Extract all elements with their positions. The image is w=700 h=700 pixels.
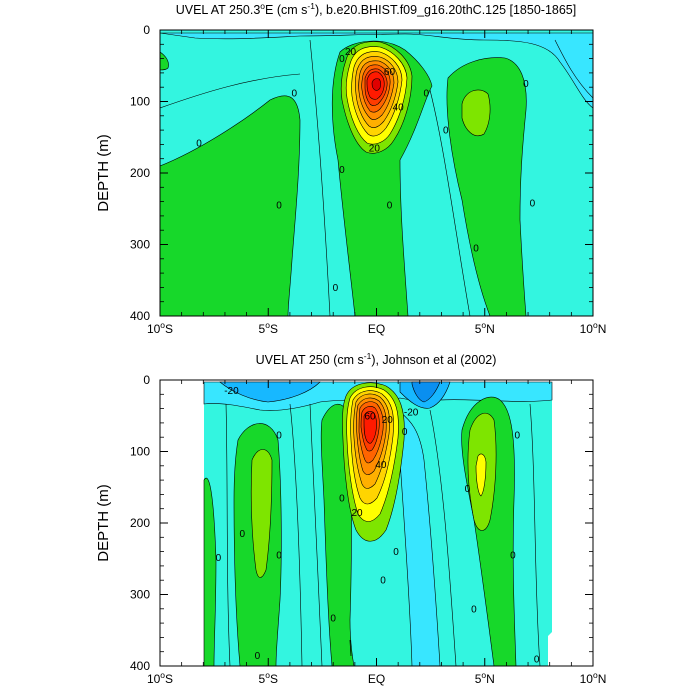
- y-tick-label: 200: [130, 516, 150, 530]
- x-tick-label: EQ: [368, 322, 385, 336]
- light-green-west: [250, 449, 273, 578]
- contour-label: 0: [333, 283, 339, 294]
- chart-title-observations: UVEL AT 250 (cm s-1), Johnson et al (200…: [256, 351, 497, 367]
- contour-label: 0: [473, 244, 479, 255]
- x-tick-label: 5oN: [475, 320, 495, 336]
- contour-line: [429, 89, 471, 316]
- contour-label: 0: [471, 604, 477, 615]
- contour-label: 60: [364, 411, 376, 422]
- y-tick-label: 400: [130, 659, 150, 673]
- green-edge-west: [160, 51, 169, 71]
- contour-line: [529, 403, 541, 666]
- contour-label: 20: [351, 508, 363, 519]
- contour-label: 60: [384, 67, 396, 78]
- contour-line: [349, 639, 352, 657]
- green-strip-far-west: [203, 477, 217, 666]
- contour-label: 40: [393, 103, 405, 114]
- contour-label: 40: [375, 460, 387, 471]
- y-tick-label: 200: [130, 166, 150, 180]
- yellow-blob-east: [475, 453, 487, 497]
- contour-line: [309, 39, 331, 316]
- contour-label: 0: [239, 529, 245, 540]
- contour-label: 0: [387, 201, 393, 212]
- contour-line: [289, 403, 303, 666]
- contour-label: 0: [339, 493, 345, 504]
- contour-line: [554, 39, 593, 99]
- contour-label: 20: [345, 47, 357, 58]
- jet-core-max: [371, 78, 381, 91]
- contour-label: 0: [465, 484, 471, 495]
- contour-field-model: [160, 30, 593, 316]
- contour-label: 0: [402, 427, 408, 438]
- contour-label: 0: [393, 547, 399, 558]
- contour-line: [225, 403, 231, 666]
- blue-core-east: [411, 381, 441, 403]
- x-tick-label: 10oS: [147, 670, 173, 686]
- light-green-blob-east: [461, 89, 491, 137]
- chart-panel-model: UVEL AT 250.3oE (cm s-1), b.e20.BHIST.f0…: [95, 1, 606, 336]
- contour-line: [309, 403, 323, 666]
- x-tick-label: 5oS: [259, 320, 278, 336]
- contour-label: 20: [382, 415, 394, 426]
- contour-field-observations: [160, 380, 593, 666]
- contour-label: 0: [514, 431, 520, 442]
- contour-label: 0: [255, 651, 261, 662]
- contour-label: 0: [443, 126, 449, 137]
- contour-label: 0: [216, 553, 222, 564]
- contour-label: 0: [276, 431, 282, 442]
- contour-label: 0: [330, 614, 336, 625]
- cyan-strip-east: [399, 411, 441, 666]
- contour-label: 0: [380, 576, 386, 587]
- light-cyan-region: [160, 32, 593, 109]
- green-region-west: [160, 95, 301, 316]
- contour-label: 0: [339, 165, 345, 176]
- contour-label: -20: [404, 408, 419, 419]
- contour-label: 0: [523, 79, 529, 90]
- contour-labels-observations: -20 60 20 -20 40 20 0 0 0 0 0 0 0 0 0 0 0 0 0 0 0: [216, 386, 540, 665]
- contour-label: 0: [196, 138, 202, 149]
- contour-label: 0: [339, 54, 345, 65]
- y-tick-label: 0: [143, 373, 150, 387]
- x-tick-label: 5oN: [475, 670, 495, 686]
- y-axis-label-model: DEPTH (m): [95, 134, 112, 212]
- contour-line: [160, 73, 301, 109]
- contour-label: 0: [276, 201, 282, 212]
- chart-title-model: UVEL AT 250.3oE (cm s-1), b.e20.BHIST.f0…: [176, 1, 577, 17]
- contour-label: 0: [534, 654, 540, 665]
- contour-label: 0: [424, 88, 430, 99]
- contour-label: -20: [224, 386, 239, 397]
- contour-label: 0: [530, 199, 536, 210]
- sky-blue-west: [219, 381, 321, 403]
- contour-label: 0: [510, 551, 516, 562]
- y-tick-label: 0: [143, 23, 150, 37]
- contour-label: 20: [369, 143, 381, 154]
- contour-label: 0: [291, 88, 297, 99]
- contour-line: [429, 409, 457, 666]
- y-tick-label: 100: [130, 445, 150, 459]
- x-tick-label: 10oS: [147, 320, 173, 336]
- y-axis-label-observations: DEPTH (m): [95, 484, 112, 562]
- x-tick-label: EQ: [368, 672, 385, 686]
- jet-core-max: [363, 411, 377, 444]
- chart-panel-observations: UVEL AT 250 (cm s-1), Johnson et al (200…: [95, 351, 606, 686]
- x-tick-label: 10oN: [580, 670, 607, 686]
- y-tick-label: 300: [130, 238, 150, 252]
- contour-label: 0: [276, 551, 282, 562]
- x-tick-label: 5oS: [259, 670, 278, 686]
- x-tick-label: 10oN: [580, 320, 607, 336]
- y-tick-label: 400: [130, 309, 150, 323]
- y-tick-label: 100: [130, 95, 150, 109]
- y-tick-label: 300: [130, 588, 150, 602]
